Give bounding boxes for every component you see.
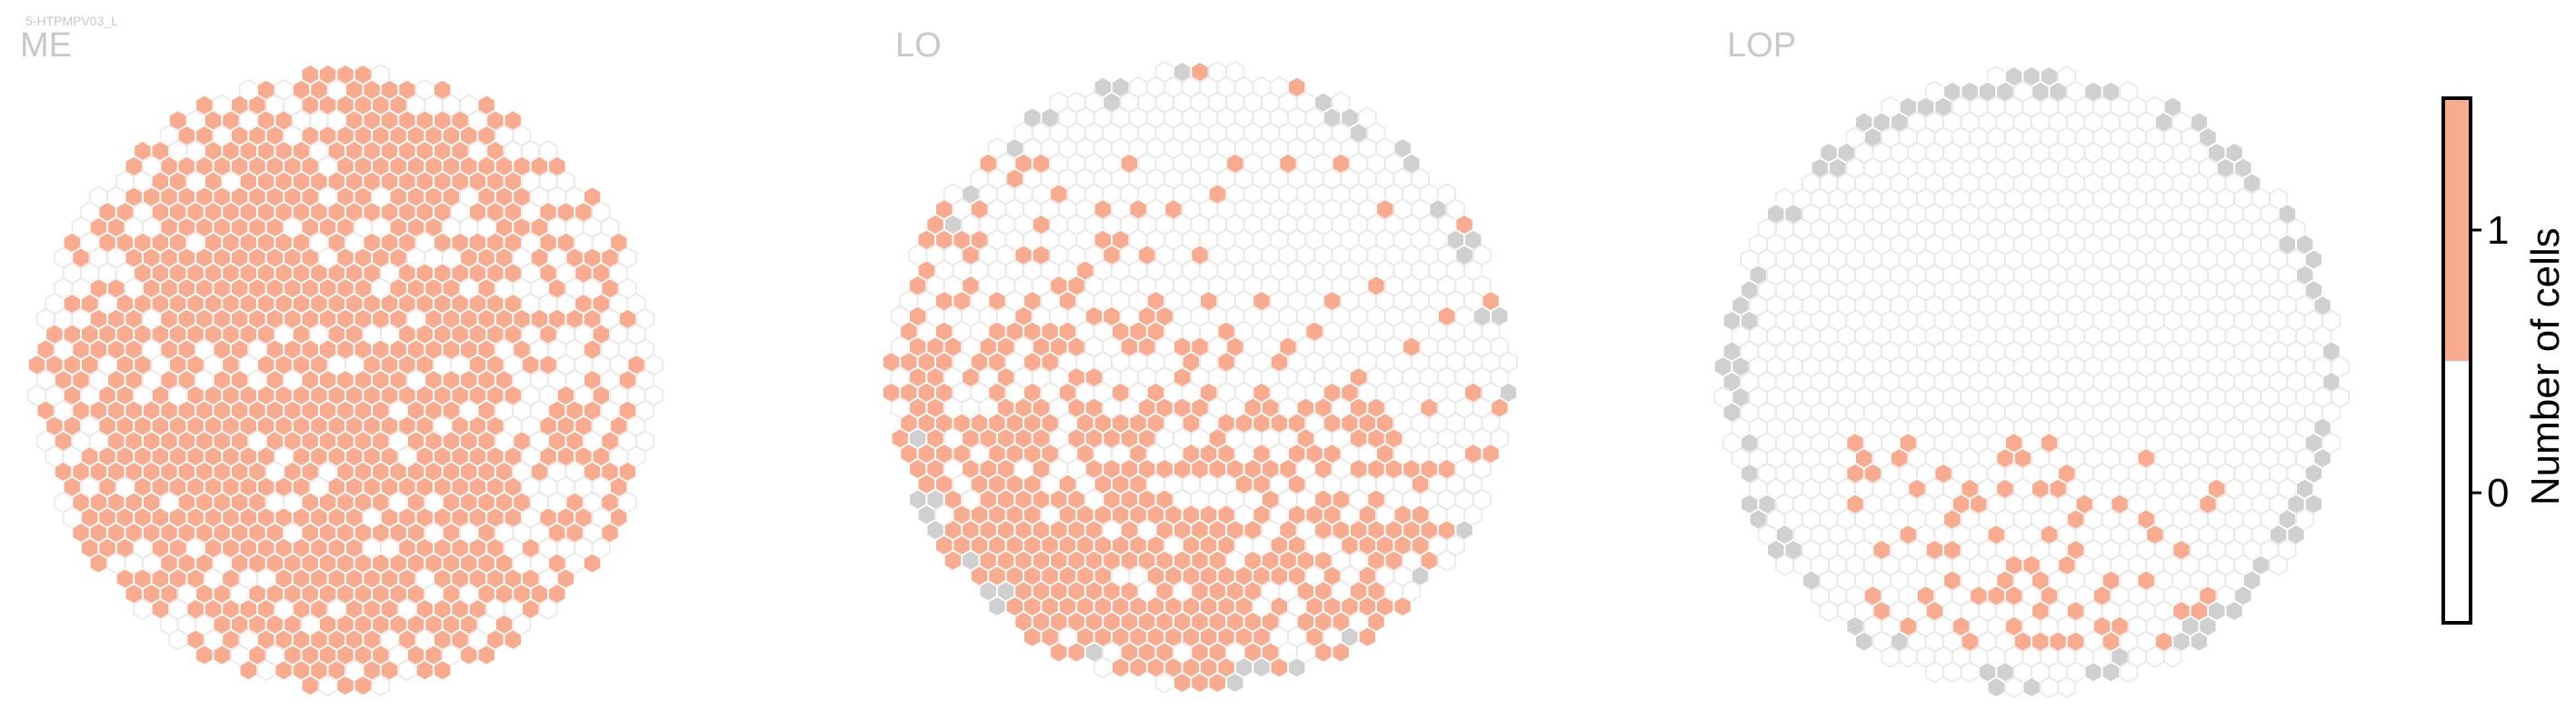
hex-cell-count-0 bbox=[133, 598, 153, 620]
panel-label-lop: LOP bbox=[1727, 26, 1796, 65]
hex-cell-count-1 bbox=[476, 644, 496, 666]
hex-cell-count-0 bbox=[1775, 554, 1794, 576]
hex-cell-count-1 bbox=[1331, 641, 1351, 664]
colorbar-frame bbox=[2441, 96, 2472, 625]
hex-cell-missing bbox=[1252, 656, 1272, 679]
colorbar-label: Number of cells bbox=[2523, 227, 2568, 506]
hex-cell-missing bbox=[2083, 661, 2103, 684]
colorbar: 1 0 Number of cells bbox=[2441, 96, 2568, 625]
hex-cell-count-1 bbox=[335, 675, 355, 696]
hex-cell-count-1 bbox=[274, 659, 294, 682]
panel-me: ME bbox=[20, 26, 664, 696]
hex-cell-count-0 bbox=[538, 598, 558, 620]
hex-cell-count-1 bbox=[1023, 626, 1042, 648]
hex-cell-count-1 bbox=[1128, 656, 1148, 679]
panel-label-me: ME bbox=[20, 26, 72, 65]
panel-label-lo: LO bbox=[895, 26, 942, 65]
hex-cell-count-0 bbox=[2004, 676, 2023, 698]
hex-cell-count-1 bbox=[1393, 596, 1413, 617]
hex-cell-count-1 bbox=[1111, 656, 1130, 679]
hex-cell-missing bbox=[1287, 656, 1306, 679]
hex-cell-count-0 bbox=[2269, 554, 2288, 576]
hex-cell-count-0 bbox=[318, 675, 337, 696]
hex-cell-count-0 bbox=[2162, 646, 2182, 668]
hex-cell-count-1 bbox=[433, 659, 453, 682]
hex-cell-count-0 bbox=[1437, 549, 1456, 572]
hex-cell-count-1 bbox=[300, 675, 320, 696]
hex-cell-count-1 bbox=[238, 659, 258, 682]
hex-cell-count-1 bbox=[1270, 656, 1289, 679]
colorbar-tick-label-1: 1 bbox=[2487, 208, 2509, 253]
hex-cell-missing bbox=[2022, 676, 2042, 698]
hex-cell-missing bbox=[1986, 676, 2006, 698]
colorbar-bin-1 bbox=[2443, 98, 2471, 361]
hex-cell-count-1 bbox=[1358, 626, 1377, 648]
colorbar-tick-label-0: 0 bbox=[2487, 471, 2509, 516]
figure-title: 5-HTPMPV03_L bbox=[25, 14, 118, 28]
hex-cell-count-0 bbox=[2145, 646, 2165, 668]
hex-cell-count-1 bbox=[414, 659, 434, 682]
panel-lop: LOP bbox=[1713, 26, 2350, 698]
hex-cell-count-0 bbox=[1898, 646, 1918, 668]
hex-cell-count-1 bbox=[212, 644, 232, 666]
hex-cell-missing bbox=[2190, 630, 2209, 653]
hex-cell-count-1 bbox=[354, 675, 373, 696]
hex-cell-count-0 bbox=[371, 675, 391, 696]
hex-cell-count-1 bbox=[195, 644, 215, 666]
hex-cell-count-1 bbox=[583, 552, 602, 575]
hex-cell-missing bbox=[987, 596, 1007, 617]
hex-cell-count-1 bbox=[1208, 672, 1227, 694]
hex-cell-count-1 bbox=[1066, 641, 1086, 664]
panel-lo: LO bbox=[882, 26, 1518, 694]
hex-cell-count-1 bbox=[1049, 641, 1069, 664]
hex-cell-count-1 bbox=[1173, 672, 1192, 694]
hex-cell-count-0 bbox=[1881, 646, 1901, 668]
hex-cell-missing bbox=[1225, 672, 1245, 694]
hex-cell-missing bbox=[1854, 630, 1873, 653]
hex-cell-count-0 bbox=[2057, 676, 2077, 698]
colorbar-bin-0 bbox=[2443, 361, 2471, 623]
hex-cell-count-0 bbox=[1093, 656, 1113, 679]
hex-cell-count-1 bbox=[1313, 641, 1333, 664]
hex-cell-missing bbox=[2102, 661, 2121, 684]
hex-cell-count-0 bbox=[256, 659, 276, 682]
hex-cell-count-0 bbox=[2119, 661, 2138, 684]
hex-cell-missing bbox=[2224, 600, 2244, 622]
hex-cell-count-1 bbox=[944, 549, 963, 572]
hex-cell-count-0 bbox=[1925, 661, 1944, 684]
hex-cell-count-0 bbox=[168, 628, 187, 651]
hex-cell-count-1 bbox=[89, 552, 108, 575]
hex-cell-count-0 bbox=[1154, 672, 1174, 694]
hex-cell-count-0 bbox=[2040, 676, 2059, 698]
hex-cell-count-0 bbox=[1942, 661, 1962, 684]
hex-cell-count-1 bbox=[459, 644, 479, 666]
hex-cell-count-0 bbox=[1960, 661, 1980, 684]
hex-cell-count-0 bbox=[397, 659, 417, 682]
hex-cell-count-0 bbox=[1819, 600, 1839, 622]
hex-cell-count-1 bbox=[1190, 672, 1210, 694]
hex-cell-count-1 bbox=[503, 628, 523, 651]
